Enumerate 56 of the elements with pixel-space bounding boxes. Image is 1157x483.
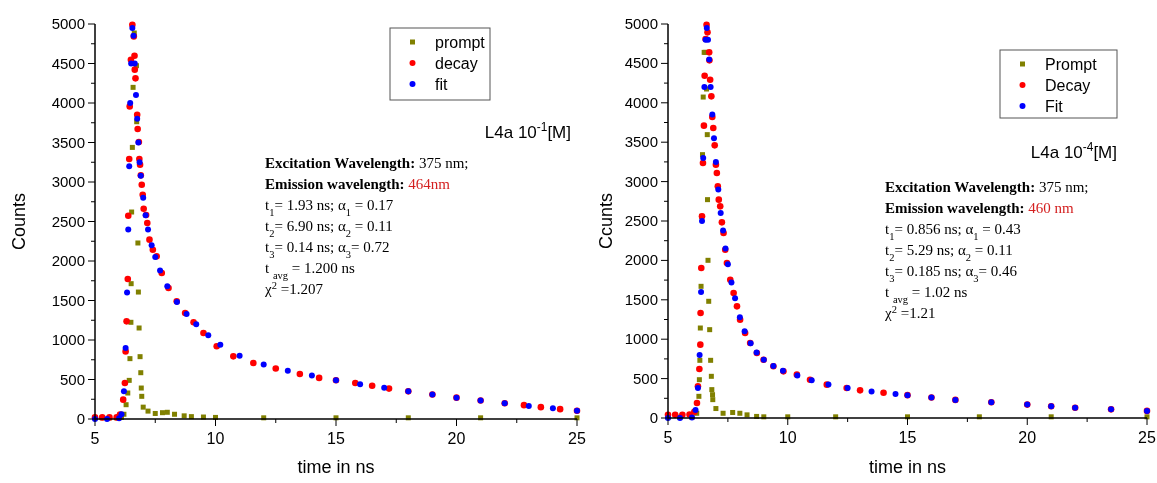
y-tick-label: 2000 [51,252,85,269]
y-axis-title: Ccunts [596,192,616,250]
y-tick-label: 5000 [51,15,85,32]
x-axis-title: time in ns [868,457,947,477]
y-tick-label: 4500 [51,54,85,72]
annotation: Emission wavelength: 464nm [265,176,451,192]
y-tick-label: 4500 [624,54,658,72]
y-tick-label: 500 [632,369,658,387]
legend-label: Prompt [1045,56,1098,73]
annotation: t$_{3}$= 0.185 ns; α$_{3}$= 0.46 [885,263,1018,284]
annotation: Excitation Wavelength: 375 nm; [885,179,1089,195]
y-tick-label: 1000 [624,330,658,348]
y-tick-label: 5000 [624,15,658,32]
y-tick-label: 3000 [624,172,658,190]
legend-label: Decay [1045,77,1091,94]
x-tick-label: 15 [898,429,917,446]
annotation: t$_{2}$= 5.29 ns; α$_{2}$ = 0.11 [885,242,1013,263]
legend-label: Fit [1045,98,1064,115]
y-tick-label: 3500 [624,133,658,151]
annotation: Excitation Wavelength: 375 nm; [265,155,469,171]
annotation: t $_{avg}$ = 1.200 ns [265,260,356,281]
x-tick-label: 20 [447,430,466,447]
y-axis-title: Counts [9,192,29,251]
annotation: L4a 10$^{-1}$[M] [484,120,571,142]
x-tick-label: 5 [663,429,673,446]
x-tick-label: 20 [1018,429,1037,446]
x-tick-label: 15 [327,430,345,447]
y-tick-label: 1500 [51,291,85,309]
x-axis-title: time in ns [297,457,375,477]
y-tick-label: 2500 [51,212,85,230]
x-tick-label: 10 [778,429,797,446]
legend-label: prompt [435,34,486,51]
y-tick-label: 0 [76,410,85,427]
annotation: t$_{1}$= 1.93 ns; α$_{1}$ = 0.17 [265,197,394,218]
y-tick-label: 4000 [624,93,658,111]
annotation: t$_{3}$= 0.14 ns; α$_{3}$= 0.72 [265,239,390,260]
y-tick-label: 2500 [624,212,658,229]
legend-label: fit [435,76,448,93]
annotation: Emission wavelength: 460 nm [885,200,1075,216]
legend-label: decay [435,55,478,72]
y-tick-label: 3500 [51,133,85,151]
x-tick-label: 25 [1138,429,1156,446]
y-tick-label: 1500 [624,290,658,308]
annotation: t$_{2}$= 6.90 ns; α$_{2}$ = 0.11 [265,218,393,239]
y-tick-label: 3000 [51,173,85,190]
annotation: t $_{avg}$ = 1.02 ns [885,284,968,305]
y-tick-label: 0 [649,409,658,426]
y-tick-label: 4000 [51,94,85,111]
annotation: t$_{1}$= 0.856 ns; α$_{1}$ = 0.43 [885,221,1021,242]
y-tick-label: 2000 [624,251,658,269]
y-tick-label: 1000 [51,331,85,348]
x-tick-label: 5 [90,430,100,447]
x-tick-label: 10 [206,430,225,447]
y-tick-label: 500 [59,370,85,388]
annotation: L4a 10$^{-4}$[M] [1030,140,1117,162]
x-tick-label: 25 [568,430,586,447]
